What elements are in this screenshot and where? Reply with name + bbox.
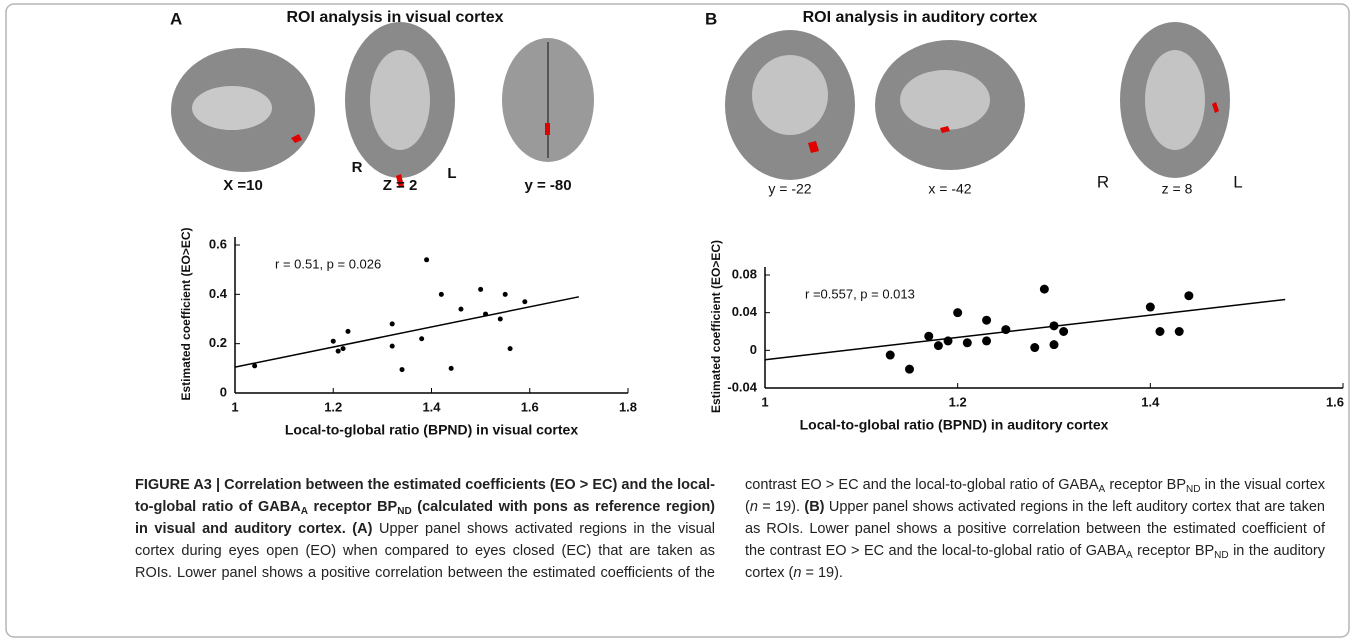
brain-images-a (171, 22, 594, 188)
x-axis-label: Local-to-global ratio (BPND) in visual c… (285, 422, 578, 438)
data-point (522, 299, 527, 304)
brain-detail (1145, 50, 1205, 150)
x-tick-label: 1.4 (422, 399, 441, 414)
x-tick-label: 1 (761, 394, 768, 409)
image-label: z = 8 (1162, 181, 1193, 197)
brain-detail (900, 70, 990, 130)
data-point (424, 257, 429, 262)
image-label: X =10 (223, 177, 263, 194)
x-tick-label: 1 (231, 399, 238, 414)
data-point (478, 287, 483, 292)
data-point (503, 292, 508, 297)
data-point (905, 365, 914, 374)
data-point (449, 366, 454, 371)
caption-text: receptor BP (308, 499, 397, 515)
page: A ROI analysis in visual cortex X =10 Z … (0, 0, 1356, 641)
image-label: x = -42 (928, 181, 971, 197)
data-point (1146, 303, 1155, 312)
data-point (390, 321, 395, 326)
data-point (483, 312, 488, 317)
caption-text: receptor BP (1133, 543, 1214, 559)
data-point (1040, 285, 1049, 294)
data-point (1184, 291, 1193, 300)
data-point (508, 346, 513, 351)
y-axis-label: Estimated coefficient (EO>EC) (179, 227, 193, 400)
panel-title: ROI analysis in auditory cortex (803, 9, 1038, 26)
data-point (336, 349, 341, 354)
data-point (331, 339, 336, 344)
data-point (1155, 327, 1164, 336)
data-point (944, 336, 953, 345)
brain-detail (192, 86, 272, 130)
y-tick-label: 0 (750, 342, 757, 357)
caption-text: A (1126, 550, 1133, 561)
data-point (1175, 327, 1184, 336)
brain-detail (370, 50, 430, 150)
x-axis-label: Local-to-global ratio (BPND) in auditory… (800, 417, 1109, 433)
data-point (1050, 321, 1059, 330)
x-tick-label: 1.6 (521, 399, 539, 414)
caption-text: (B) (804, 499, 824, 515)
data-point (1050, 340, 1059, 349)
caption-text: = 19). (758, 499, 804, 515)
caption-text: ND (1186, 484, 1200, 495)
panel-label: A (170, 9, 182, 28)
data-point (982, 336, 991, 345)
data-point (498, 317, 503, 322)
data-point (458, 307, 463, 312)
figure-caption: FIGURE A3 | Correlation between the esti… (135, 474, 1325, 584)
panel-title: ROI analysis in visual cortex (287, 9, 504, 26)
data-point (934, 341, 943, 350)
data-point (252, 363, 257, 368)
fit-line (235, 297, 579, 367)
panel-label: B (705, 9, 717, 28)
data-point (924, 332, 933, 341)
image-label: R (1097, 172, 1109, 191)
data-point (982, 316, 991, 325)
annotation: r =0.557, p = 0.013 (805, 286, 915, 301)
caption-text: ND (397, 506, 411, 517)
caption-text: = 19). (801, 565, 843, 581)
brain-detail (752, 55, 828, 135)
data-point (1001, 325, 1010, 334)
x-tick-label: 1.6 (1326, 394, 1344, 409)
x-tick-label: 1.4 (1141, 394, 1160, 409)
image-label: Z = 2 (383, 177, 418, 194)
fit-line (765, 299, 1285, 359)
roi-spot (545, 123, 550, 135)
x-tick-label: 1.8 (619, 399, 637, 414)
x-tick-label: 1.2 (949, 394, 967, 409)
y-tick-label: 0.2 (209, 335, 227, 350)
caption-text: ND (1214, 550, 1228, 561)
y-tick-label: 0.08 (732, 266, 757, 281)
data-point (390, 344, 395, 349)
x-tick-label: 1.2 (324, 399, 342, 414)
data-point (1059, 327, 1068, 336)
caption-text: receptor BP (1105, 477, 1186, 493)
y-tick-label: -0.04 (727, 379, 757, 394)
image-label: L (1233, 172, 1242, 191)
data-point (419, 336, 424, 341)
data-point (400, 367, 405, 372)
caption-text: A (301, 506, 308, 517)
image-label: y = -22 (768, 181, 811, 197)
y-tick-label: 0 (220, 384, 227, 399)
y-tick-label: 0.04 (732, 304, 758, 319)
data-point (341, 346, 346, 351)
data-point (345, 329, 350, 334)
brain-images-b (725, 22, 1230, 180)
y-axis-label: Estimated coefficient (EO>EC) (709, 240, 723, 413)
data-point (1030, 343, 1039, 352)
image-label: y = -80 (524, 177, 571, 194)
caption-text: n (750, 499, 758, 515)
data-point (953, 308, 962, 317)
image-label: R (352, 159, 363, 176)
data-point (439, 292, 444, 297)
image-label: L (447, 165, 456, 182)
data-point (963, 338, 972, 347)
annotation: r = 0.51, p = 0.026 (275, 256, 381, 271)
data-point (886, 351, 895, 360)
y-tick-label: 0.6 (209, 236, 227, 251)
y-tick-label: 0.4 (209, 286, 228, 301)
